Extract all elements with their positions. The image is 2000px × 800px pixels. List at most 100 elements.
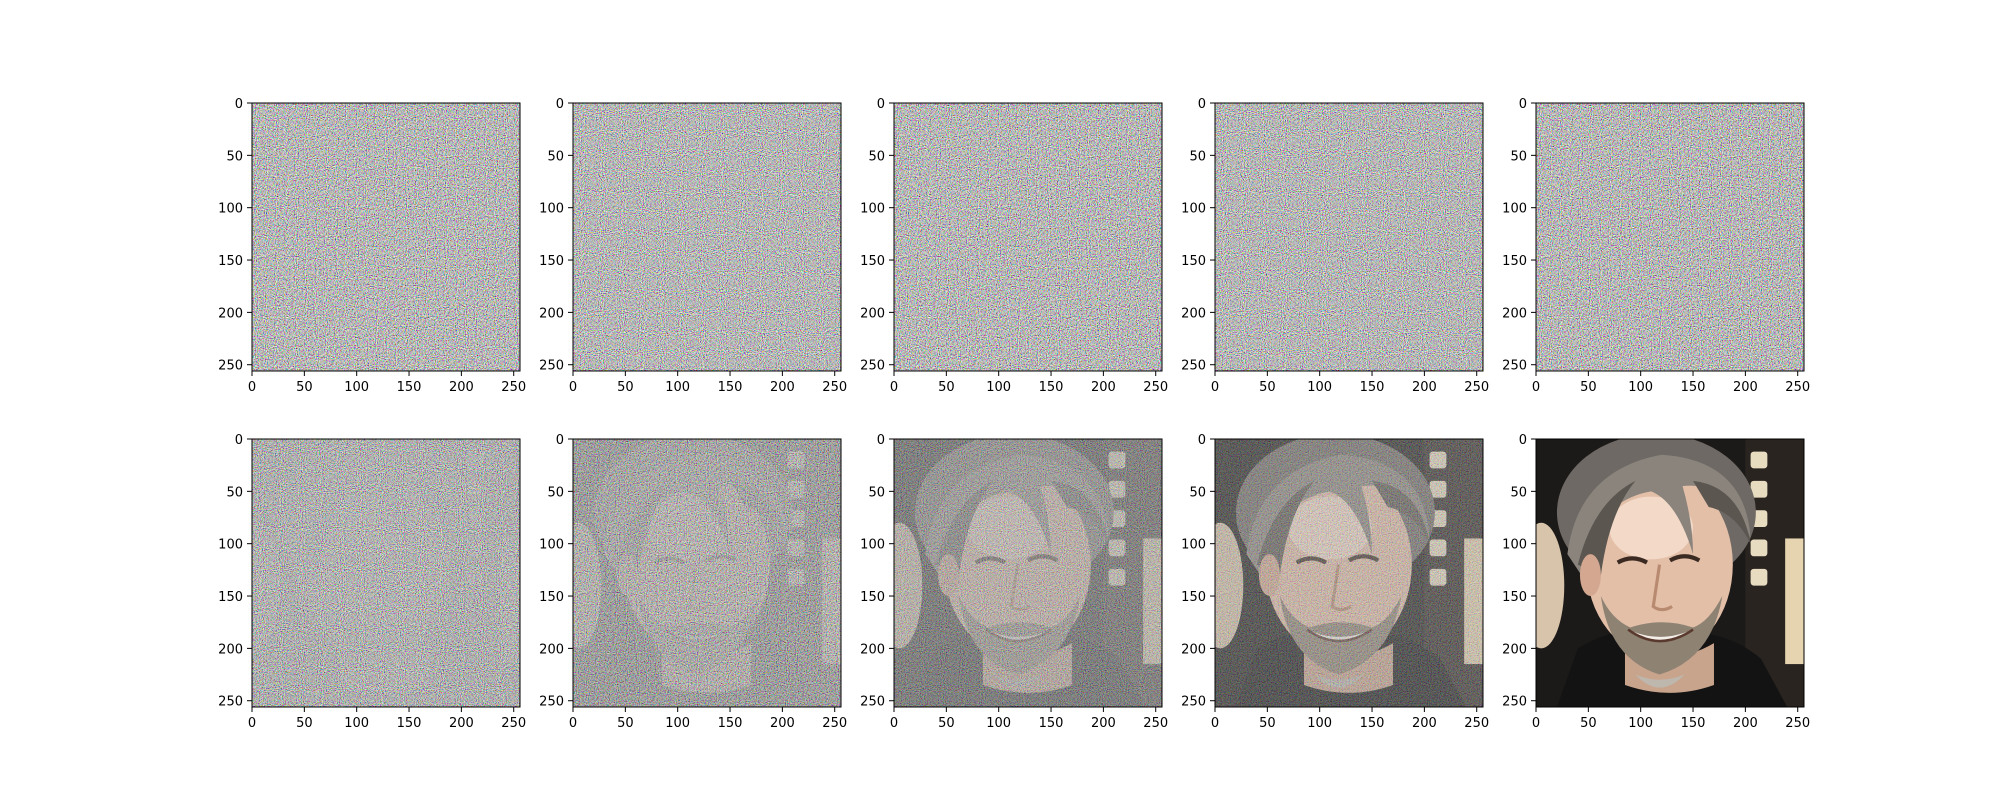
- x-tick-label: 50: [617, 716, 634, 731]
- y-tick-label: 150: [218, 590, 243, 605]
- x-tick-label: 100: [1628, 380, 1653, 395]
- y-tick-label: 150: [1502, 590, 1527, 605]
- y-tick-label: 250: [860, 359, 885, 374]
- x-tick-label: 250: [1785, 380, 1810, 395]
- x-tick-label: 50: [617, 380, 634, 395]
- panel-image: [894, 103, 1162, 371]
- y-tick-label: 200: [1502, 306, 1527, 321]
- y-tick-label: 150: [539, 254, 564, 269]
- y-tick-label: 250: [1181, 359, 1206, 374]
- x-tick-label: 150: [397, 380, 422, 395]
- y-tick-label: 100: [860, 202, 885, 217]
- y-tick-label: 50: [868, 485, 885, 500]
- y-tick-label: 150: [218, 254, 243, 269]
- x-tick-label: 50: [296, 716, 313, 731]
- y-tick-label: 250: [539, 359, 564, 374]
- x-tick-label: 200: [449, 380, 474, 395]
- x-tick-label: 0: [248, 716, 256, 731]
- x-tick-label: 150: [718, 716, 743, 731]
- y-tick-label: 150: [1181, 254, 1206, 269]
- y-tick-label: 50: [1510, 485, 1527, 500]
- x-tick-label: 100: [1307, 716, 1332, 731]
- panel-image: [252, 103, 520, 371]
- y-tick-label: 100: [1181, 202, 1206, 217]
- panel-r1-c2: 0 50 100 150 200 250 0 50 100 150 200 250: [539, 97, 847, 395]
- x-tick-label: 0: [1532, 716, 1540, 731]
- x-tick-label: 200: [1091, 716, 1116, 731]
- x-tick-label: 50: [938, 380, 955, 395]
- y-tick-label: 200: [1181, 642, 1206, 657]
- x-tick-label: 150: [1681, 380, 1706, 395]
- y-tick-label: 0: [1198, 97, 1206, 112]
- x-tick-label: 150: [1681, 716, 1706, 731]
- y-tick-label: 150: [860, 590, 885, 605]
- x-tick-label: 50: [1259, 380, 1276, 395]
- y-tick-label: 150: [1181, 590, 1206, 605]
- y-tick-label: 100: [218, 202, 243, 217]
- x-tick-label: 50: [1259, 716, 1276, 731]
- y-tick-label: 200: [218, 642, 243, 657]
- x-tick-label: 0: [1211, 716, 1219, 731]
- x-tick-label: 150: [1039, 716, 1064, 731]
- x-tick-label: 100: [1307, 380, 1332, 395]
- y-tick-label: 250: [1181, 695, 1206, 710]
- y-tick-label: 200: [539, 642, 564, 657]
- y-tick-label: 200: [539, 306, 564, 321]
- x-tick-label: 0: [1211, 380, 1219, 395]
- x-tick-label: 200: [1412, 716, 1437, 731]
- y-tick-label: 50: [226, 149, 243, 164]
- panel-r2-c2: 0 50 100 150 200 250 0 50 100 150 200 250: [539, 433, 847, 731]
- panel-r2-c5: 0 50 100 150 200 250 0 50 100 150 200 250: [1502, 433, 1810, 731]
- y-tick-label: 50: [547, 149, 564, 164]
- y-tick-label: 250: [1502, 695, 1527, 710]
- y-tick-label: 0: [877, 433, 885, 448]
- y-tick-label: 200: [218, 306, 243, 321]
- x-tick-label: 0: [1532, 380, 1540, 395]
- panel-image: [1197, 434, 1483, 707]
- x-tick-label: 200: [1091, 380, 1116, 395]
- y-tick-label: 100: [539, 538, 564, 553]
- panel-r2-c1: 0 50 100 150 200 250 0 50 100 150 200 250: [218, 433, 526, 731]
- y-tick-label: 0: [235, 97, 243, 112]
- x-tick-label: 0: [569, 716, 577, 731]
- x-tick-label: 200: [449, 716, 474, 731]
- x-tick-label: 200: [770, 716, 795, 731]
- y-tick-label: 100: [1181, 538, 1206, 553]
- panel-image: [1215, 103, 1483, 371]
- x-tick-label: 250: [822, 380, 847, 395]
- x-tick-label: 250: [1464, 716, 1489, 731]
- panel-r1-c3: 0 50 100 150 200 250 0 50 100 150 200 250: [860, 97, 1168, 395]
- y-tick-label: 50: [226, 485, 243, 500]
- panel-image: [234, 434, 520, 707]
- x-tick-label: 250: [501, 380, 526, 395]
- y-tick-label: 0: [1519, 97, 1527, 112]
- panel-image: [876, 434, 1162, 707]
- x-tick-label: 0: [890, 380, 898, 395]
- y-tick-label: 0: [1519, 433, 1527, 448]
- y-tick-label: 100: [860, 538, 885, 553]
- x-tick-label: 250: [1143, 380, 1168, 395]
- y-tick-label: 150: [860, 254, 885, 269]
- x-tick-label: 150: [397, 716, 422, 731]
- x-tick-label: 250: [501, 716, 526, 731]
- x-tick-label: 100: [665, 716, 690, 731]
- x-tick-label: 100: [1628, 716, 1653, 731]
- x-tick-label: 100: [665, 380, 690, 395]
- panel-image: [573, 103, 841, 371]
- x-tick-label: 0: [890, 716, 898, 731]
- panel-image: [555, 434, 841, 707]
- y-tick-label: 50: [547, 485, 564, 500]
- x-tick-label: 50: [938, 716, 955, 731]
- panels-layer: 0 50 100 150 200 250 0 50 100 150 200 250 0 50 100 150 2…: [218, 97, 1810, 731]
- x-tick-label: 250: [1143, 716, 1168, 731]
- x-tick-label: 200: [1733, 716, 1758, 731]
- panel-image: [1518, 98, 1804, 371]
- y-tick-label: 100: [1502, 538, 1527, 553]
- x-tick-label: 100: [986, 716, 1011, 731]
- x-tick-label: 250: [822, 716, 847, 731]
- y-tick-label: 0: [556, 97, 564, 112]
- x-tick-label: 150: [1360, 716, 1385, 731]
- y-tick-label: 100: [1502, 202, 1527, 217]
- y-tick-label: 50: [868, 149, 885, 164]
- y-tick-label: 250: [218, 695, 243, 710]
